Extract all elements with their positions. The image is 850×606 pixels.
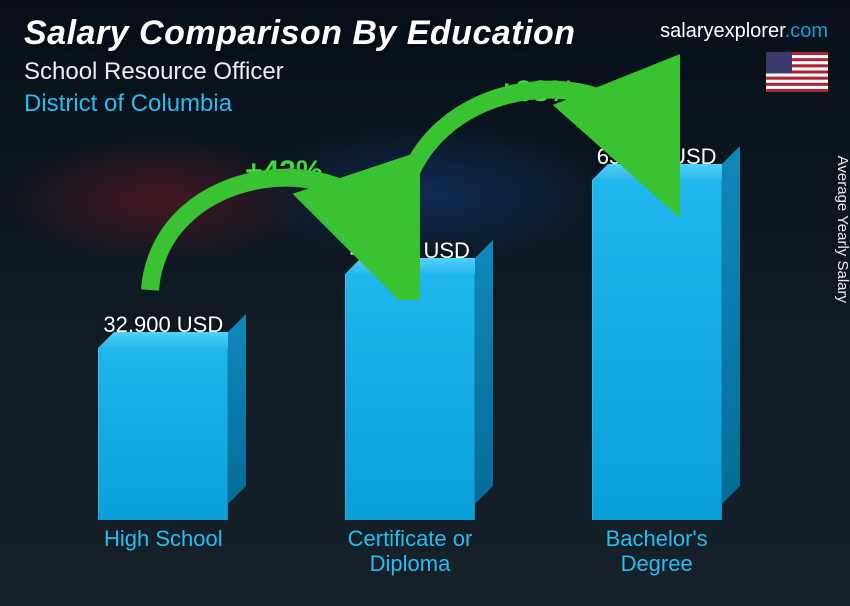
chart-title: Salary Comparison By Education <box>24 14 576 53</box>
bar-front-face <box>592 180 722 520</box>
bar-2 <box>592 180 722 520</box>
category-label-2: Bachelor'sDegree <box>557 526 757 582</box>
us-flag-icon <box>766 52 828 92</box>
bar-0 <box>98 348 228 520</box>
category-label-1: Certificate orDiploma <box>310 526 510 582</box>
brand-name: salaryexplorer <box>660 20 785 42</box>
bar-col-0: 32,900 USD <box>63 312 263 520</box>
bar-top-face <box>98 332 244 348</box>
bar-front-face <box>98 348 228 520</box>
brand-label: salaryexplorer.com <box>660 20 828 43</box>
y-axis-label: Average Yearly Salary <box>834 156 850 303</box>
brand-tld: .com <box>785 20 828 42</box>
bar-1 <box>345 274 475 520</box>
bar-front-face <box>345 274 475 520</box>
chart-subtitle: School Resource Officer <box>24 58 284 86</box>
bar-side-face <box>475 240 493 504</box>
bar-side-face <box>228 314 246 504</box>
increase-arc-2 <box>370 50 680 220</box>
category-label-0: High School <box>63 526 263 582</box>
bar-side-face <box>722 146 740 504</box>
